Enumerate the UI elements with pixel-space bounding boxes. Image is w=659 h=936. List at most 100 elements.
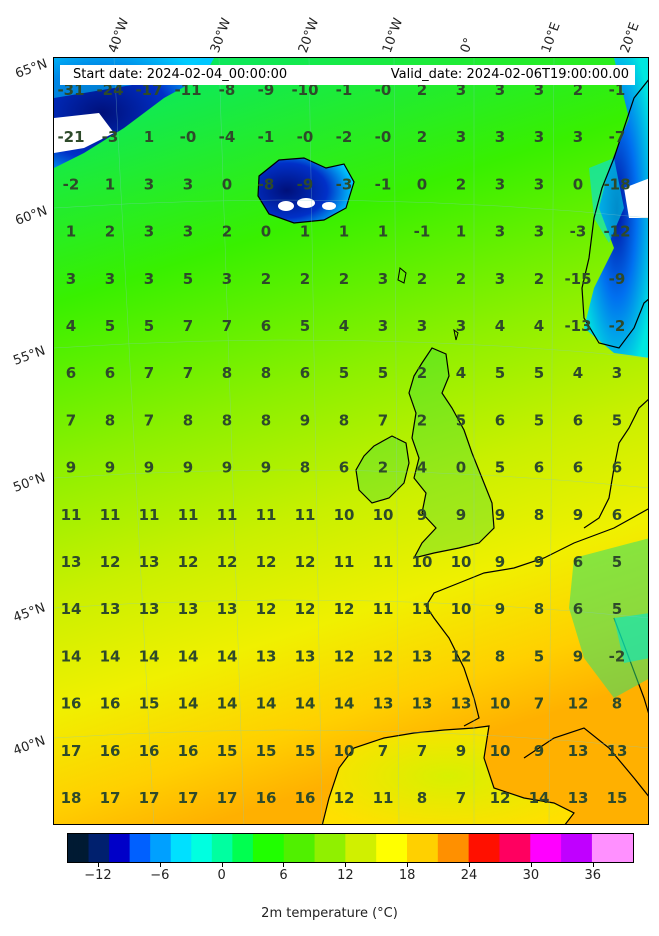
grid-value-r6-c13: 4 [573,364,583,382]
grid-value-r12-c14: -2 [609,647,626,665]
grid-value-r3-c3: 3 [183,223,193,241]
valid-date-label: Valid_date: 2024-02-06T19:00:00.00 [390,67,629,82]
grid-value-r12-c11: 8 [495,647,505,665]
colorbar-tickmark [530,862,532,867]
grid-value-r5-c7: 4 [339,317,349,335]
grid-value-r8-c1: 9 [105,459,115,477]
grid-value-r1-c3: -0 [180,128,197,146]
lon-label-40w: 40°W [105,16,133,55]
grid-value-r8-c14: 6 [612,459,622,477]
map-canvas: -31 -24 -17 -11 -8 -9 -10 -1 -0 2 3 3 3 2 -1-21 -3 1 -0 -4… [54,58,648,824]
grid-value-r13-c6: 14 [295,695,316,713]
colorbar-tick-label: −12 [84,868,112,883]
grid-value-r2-c1: 1 [105,175,115,193]
lat-label-65n: 65°N [13,56,50,82]
lon-label-30w: 30°W [207,16,235,55]
grid-value-r1-c14: -7 [609,128,626,146]
grid-value-r6-c3: 7 [183,364,193,382]
grid-value-r4-c6: 2 [300,270,310,288]
grid-value-r0-c8: -0 [375,81,392,99]
grid-value-r14-c0: 17 [61,742,82,760]
grid-value-r14-c9: 7 [417,742,427,760]
grid-value-r12-c2: 14 [139,647,160,665]
grid-value-r5-c3: 7 [183,317,193,335]
grid-value-r15-c6: 16 [295,789,316,807]
grid-value-r6-c9: 2 [417,364,427,382]
grid-value-r2-c6: -9 [297,175,314,193]
mediterranean-coastline [523,727,648,797]
temperature-map[interactable]: -31 -24 -17 -11 -8 -9 -10 -1 -0 2 3 3 3 2 -1 -21 -3 1 -0 -4… [53,57,649,825]
grid-value-r7-c12: 5 [534,411,544,429]
grid-value-r1-c5: -1 [258,128,275,146]
grid-value-r8-c9: 4 [417,459,427,477]
grid-value-r15-c10: 7 [456,789,466,807]
grid-value-r3-c6: 1 [300,223,310,241]
grid-value-r6-c4: 8 [222,364,232,382]
grid-value-r5-c0: 4 [66,317,76,335]
grid-value-r11-c5: 12 [256,600,277,618]
grid-value-r0-c14: -1 [609,81,626,99]
grid-value-r8-c2: 9 [144,459,154,477]
grid-value-r4-c2: 3 [144,270,154,288]
grid-value-r8-c0: 9 [66,459,76,477]
grid-value-r8-c10: 0 [456,459,466,477]
lon-label-10e: 10°E [538,20,564,55]
grid-value-r5-c6: 5 [300,317,310,335]
grid-value-r10-c0: 13 [61,553,82,571]
grid-value-r2-c8: -1 [375,175,392,193]
grid-value-r2-c10: 2 [456,175,466,193]
greenland-ice-white [54,113,114,153]
grid-value-r14-c6: 15 [295,742,316,760]
grid-value-r8-c4: 9 [222,459,232,477]
grid-value-r7-c5: 8 [261,411,271,429]
grid-value-r3-c7: 1 [339,223,349,241]
grid-value-r14-c12: 9 [534,742,544,760]
grid-value-r10-c1: 12 [100,553,121,571]
iberia [321,725,575,824]
colorbar-tickmark [407,862,409,867]
temperature-values: -31 -24 -17 -11 -8 -9 -10 -1 -0 2 3 3 3 2 -1-21 -3 1 -0 -4… [57,81,630,807]
grid-value-r3-c5: 0 [261,223,271,241]
grid-value-r7-c1: 8 [105,411,115,429]
grid-value-r4-c9: 2 [417,270,427,288]
grid-value-r11-c8: 11 [373,600,394,618]
grid-value-r2-c2: 3 [144,175,154,193]
grid-value-r10-c4: 12 [217,553,238,571]
grid-value-r5-c1: 5 [105,317,115,335]
lon-label-20w: 20°W [295,16,323,55]
grid-value-r9-c14: 6 [612,506,622,524]
colorbar-title: 2m temperature (°C) [261,906,398,921]
grid-value-r1-c8: -0 [375,128,392,146]
grid-value-r2-c11: 3 [495,175,505,193]
grid-value-r3-c2: 3 [144,223,154,241]
grid-value-r5-c4: 7 [222,317,232,335]
grid-value-r12-c7: 12 [334,647,355,665]
grid-value-r14-c7: 10 [334,742,355,760]
grid-value-r15-c3: 17 [178,789,199,807]
grid-value-r14-c2: 16 [139,742,160,760]
grid-value-r11-c2: 13 [139,600,160,618]
grid-value-r11-c14: 5 [612,600,622,618]
grid-value-r3-c13: -3 [570,223,587,241]
grid-value-r15-c8: 11 [373,789,394,807]
grid-value-r5-c9: 3 [417,317,427,335]
colorbar-gradient [68,834,634,862]
lon-label-10w: 10°W [379,16,407,55]
grid-value-r13-c8: 13 [373,695,394,713]
grid-value-r15-c5: 16 [256,789,277,807]
great-britain [408,347,495,559]
grid-value-r2-c4: 0 [222,175,232,193]
grid-value-r2-c3: 3 [183,175,193,193]
grid-value-r4-c14: -9 [609,270,626,288]
grid-value-r3-c10: 1 [456,223,466,241]
grid-value-r10-c12: 9 [534,553,544,571]
grid-value-r11-c7: 12 [334,600,355,618]
grid-value-r12-c12: 5 [534,647,544,665]
grid-value-r6-c2: 7 [144,364,154,382]
grid-value-r3-c14: -12 [603,223,630,241]
grid-value-r1-c0: -21 [57,128,84,146]
grid-value-r6-c12: 5 [534,364,544,382]
grid-value-r0-c13: 2 [573,81,583,99]
grid-value-r15-c13: 13 [568,789,589,807]
grid-value-r4-c13: -15 [564,270,591,288]
